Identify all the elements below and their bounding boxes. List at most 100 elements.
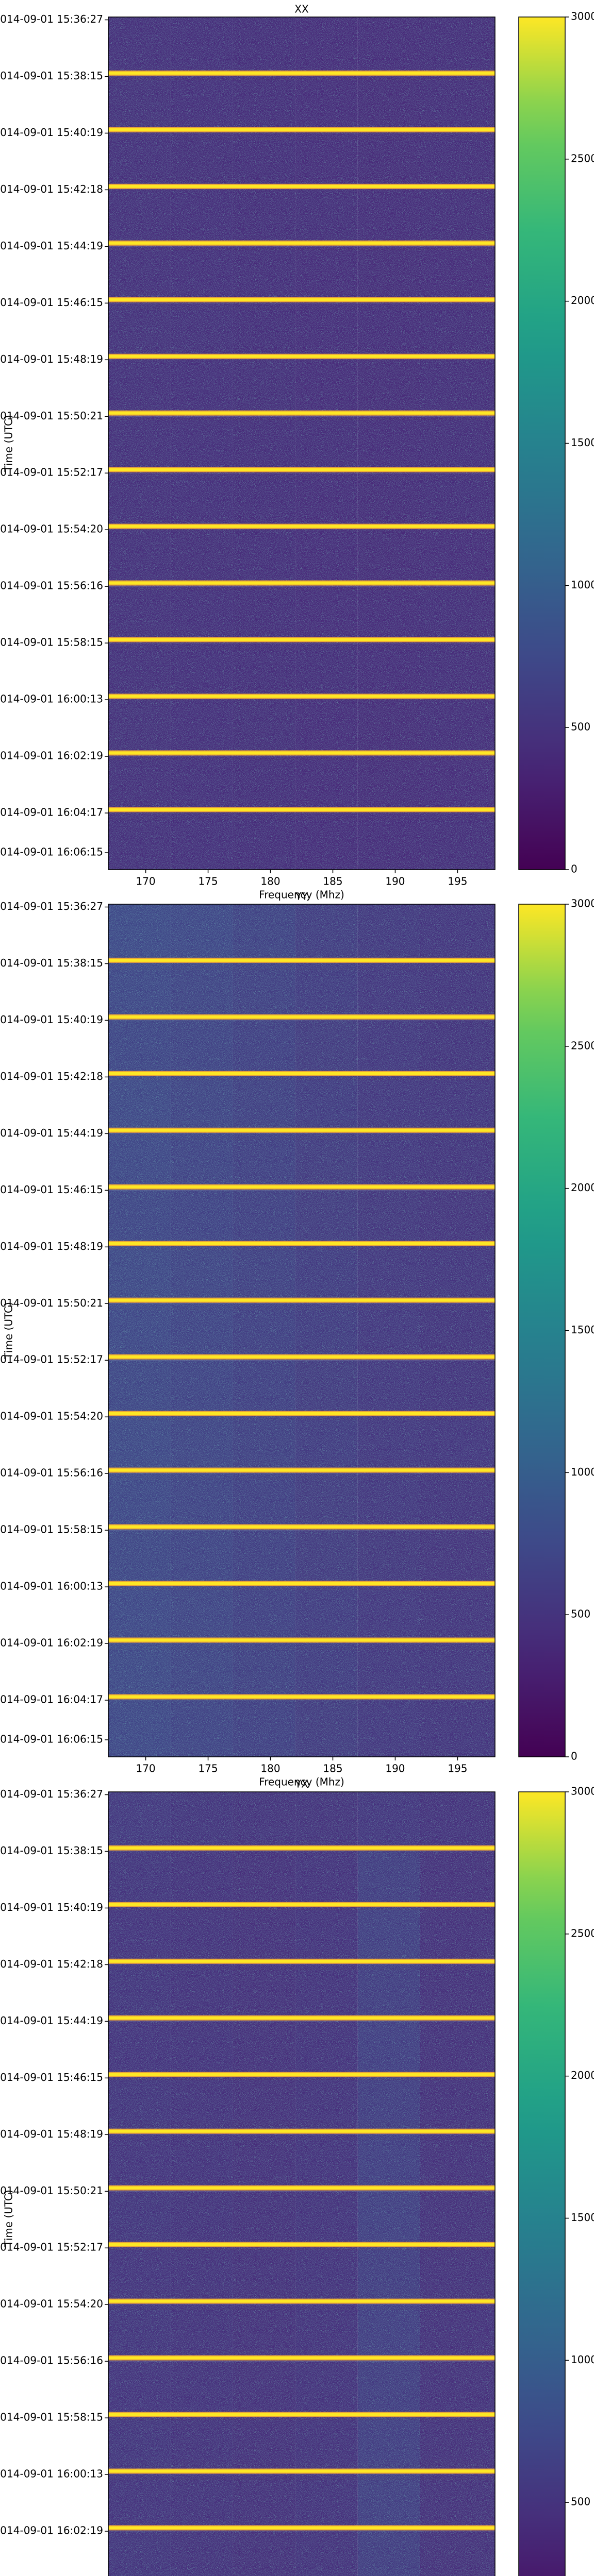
y-tick-label: 2014-09-01 15:40:19 <box>0 126 103 139</box>
y-tick-label: 2014-09-01 16:00:13 <box>0 1580 103 1592</box>
colorbar <box>518 1791 566 2576</box>
y-tick-label: 2014-09-01 15:52:17 <box>0 1353 103 1366</box>
panel: XX 170 175 180 185 190 195 Frequency (Mhz) 2014-… <box>0 3 594 901</box>
y-tick-label: 2014-09-01 15:56:16 <box>0 580 103 592</box>
x-tick-label: 170 <box>136 875 155 888</box>
flagged-row <box>108 694 495 698</box>
plot-frame <box>108 16 496 870</box>
y-tick-label: 2014-09-01 15:38:15 <box>0 70 103 82</box>
y-tick-label: 2014-09-01 15:56:16 <box>0 2354 103 2367</box>
flagged-row <box>108 2073 495 2076</box>
y-tick-label: 2014-09-01 15:48:19 <box>0 353 103 365</box>
flagged-row <box>108 1903 495 1906</box>
y-tick-label: 2014-09-01 15:50:21 <box>0 1297 103 1309</box>
y-tick-label: 2014-09-01 15:42:18 <box>0 1958 103 1970</box>
x-axis-label: Frequency (Mhz) <box>259 889 344 901</box>
flagged-row <box>108 184 495 188</box>
y-tick-label: 2014-09-01 15:44:19 <box>0 240 103 252</box>
noise-texture <box>108 17 495 870</box>
flagged-row <box>108 1185 495 1189</box>
colorbar-tick-label: 2500 <box>571 1039 594 1052</box>
y-tick-label: 2014-09-01 15:54:20 <box>0 523 103 535</box>
y-tick-label: 2014-09-01 15:44:19 <box>0 1127 103 1139</box>
y-tick-label: 2014-09-01 15:48:19 <box>0 2128 103 2140</box>
y-tick-label: 2014-09-01 15:54:20 <box>0 1410 103 1422</box>
colorbar-tick-label: 500 <box>571 2496 590 2508</box>
flagged-row <box>108 2356 495 2360</box>
colorbar-tick-label: 0 <box>571 863 578 875</box>
flagged-row <box>108 2186 495 2190</box>
y-tick-label: 2014-09-01 15:50:21 <box>0 2184 103 2197</box>
x-tick-label: 190 <box>385 875 405 888</box>
flagged-row <box>108 298 495 301</box>
flagged-row <box>108 2526 495 2530</box>
y-tick-label: 2014-09-01 16:02:19 <box>0 1637 103 1649</box>
colorbar-tick-label: 500 <box>571 721 590 733</box>
flagged-row <box>108 1242 495 1245</box>
flagged-row <box>108 2299 495 2303</box>
flagged-row <box>108 1846 495 1850</box>
y-axis-label: Time (UTC) <box>3 2190 15 2247</box>
colorbar-tick-label: 3000 <box>571 1785 594 1798</box>
heatmap-cells <box>108 1792 495 2576</box>
heatmap-cells <box>108 904 495 1757</box>
y-tick-label: 2014-09-01 15:36:27 <box>0 1788 103 1800</box>
y-tick-label: 2014-09-01 16:06:15 <box>0 1733 103 1745</box>
flagged-row <box>108 958 495 962</box>
y-tick-label: 2014-09-01 15:46:15 <box>0 2071 103 2083</box>
flagged-row <box>108 1298 495 1302</box>
flagged-row <box>108 1015 495 1019</box>
colorbar-tick-label: 2000 <box>571 1181 594 1194</box>
y-tick-label: 2014-09-01 15:46:15 <box>0 296 103 309</box>
panel: YY 170 175 180 185 190 195 Frequency (Mhz) 2014-… <box>0 890 594 1788</box>
x-tick-label: 190 <box>385 1762 405 1775</box>
x-tick-label: 175 <box>198 875 218 888</box>
colorbar <box>518 904 566 1757</box>
y-tick-label: 2014-09-01 15:36:27 <box>0 900 103 912</box>
y-tick-label: 2014-09-01 15:58:15 <box>0 2411 103 2424</box>
flagged-row <box>108 581 495 585</box>
y-tick-label: 2014-09-01 15:42:18 <box>0 1070 103 1082</box>
colorbar-tick-label: 2000 <box>571 2069 594 2081</box>
colorbar-tick-label: 1500 <box>571 436 594 449</box>
flagged-row <box>108 2016 495 2020</box>
y-tick-label: 2014-09-01 15:42:18 <box>0 183 103 195</box>
y-tick-label: 2014-09-01 16:02:19 <box>0 2524 103 2537</box>
y-tick-label: 2014-09-01 15:38:15 <box>0 1844 103 1857</box>
y-tick-label: 2014-09-01 16:00:13 <box>0 693 103 705</box>
flagged-row <box>108 2469 495 2473</box>
colorbar-tick-label: 1000 <box>571 579 594 591</box>
flagged-row <box>108 1582 495 1585</box>
y-tick-label: 2014-09-01 15:46:15 <box>0 1183 103 1196</box>
y-tick-label: 2014-09-01 15:36:27 <box>0 13 103 25</box>
flagged-row <box>108 808 495 811</box>
x-tick-label: 175 <box>198 1762 218 1775</box>
flagged-row <box>108 1355 495 1359</box>
flagged-row <box>108 2243 495 2246</box>
y-tick-label: 2014-09-01 15:54:20 <box>0 2298 103 2310</box>
y-tick-label: 2014-09-01 16:04:17 <box>0 1693 103 1706</box>
flagged-row <box>108 1525 495 1529</box>
x-tick-label: 180 <box>260 875 280 888</box>
y-tick-label: 2014-09-01 16:00:13 <box>0 2468 103 2480</box>
flagged-row <box>108 241 495 245</box>
flagged-row <box>108 638 495 641</box>
y-tick-label: 2014-09-01 15:50:21 <box>0 410 103 422</box>
colorbar-tick-label: 1000 <box>571 1466 594 1478</box>
colorbar-tick-label: 3000 <box>571 10 594 23</box>
colorbar-tick-label: 2000 <box>571 294 594 307</box>
x-tick-label: 195 <box>448 875 467 888</box>
y-tick-label: 2014-09-01 15:58:15 <box>0 636 103 649</box>
flagged-row <box>108 751 495 755</box>
flagged-row <box>108 1412 495 1415</box>
x-tick-label: 185 <box>323 875 342 888</box>
y-tick-label: 2014-09-01 15:48:19 <box>0 1240 103 1252</box>
x-axis-label: Frequency (Mhz) <box>259 1776 344 1788</box>
flagged-row <box>108 1638 495 1642</box>
y-tick-label: 2014-09-01 15:56:16 <box>0 1467 103 1479</box>
y-tick-label: 2014-09-01 16:06:15 <box>0 846 103 858</box>
colorbar-tick-label: 1500 <box>571 2211 594 2224</box>
y-tick-label: 2014-09-01 15:52:17 <box>0 466 103 479</box>
x-tick-label: 180 <box>260 1762 280 1775</box>
